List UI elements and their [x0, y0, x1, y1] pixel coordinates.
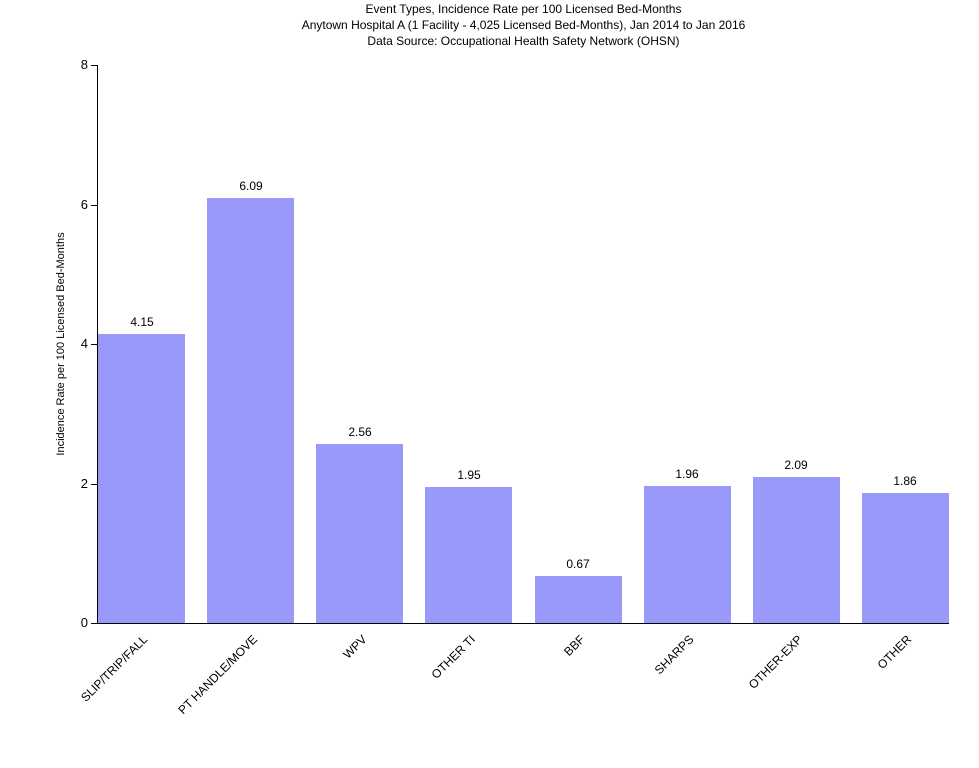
- bar-value-label: 2.09: [784, 458, 808, 472]
- x-axis-category-label: OTHER-EXP: [745, 632, 806, 692]
- bar-value-label: 6.09: [239, 179, 263, 193]
- y-axis-tick-label: 8: [80, 57, 88, 72]
- y-axis-tick-mark: [91, 65, 98, 66]
- chart-title-block: Event Types, Incidence Rate per 100 Lice…: [98, 1, 949, 49]
- y-axis-tick-mark: [91, 623, 98, 624]
- bar-other: [862, 493, 949, 623]
- bar-value-label: 0.67: [566, 557, 590, 571]
- bar-value-label: 4.15: [130, 315, 154, 329]
- bar-pt-handle-move: [207, 198, 294, 623]
- bar-other-ti: [425, 487, 512, 623]
- x-axis-category-label: SLIP/TRIP/FALL: [78, 632, 151, 705]
- x-axis-category-label: WPV: [339, 632, 370, 662]
- x-axis-category-label: OTHER: [874, 632, 915, 672]
- y-axis-tick-label: 6: [80, 197, 88, 212]
- bar-value-label: 1.95: [457, 468, 481, 482]
- y-axis-tick-mark: [91, 484, 98, 485]
- bar-wpv: [316, 444, 403, 623]
- chart-data-source: Data Source: Occupational Health Safety …: [367, 34, 680, 48]
- bar-bbf: [535, 576, 622, 623]
- y-axis-tick-label: 2: [80, 476, 88, 491]
- chart-subtitle: Anytown Hospital A (1 Facility - 4,025 L…: [301, 18, 746, 32]
- y-axis-tick-label: 0: [80, 615, 88, 630]
- bar-value-label: 2.56: [348, 425, 372, 439]
- x-axis-category-label: OTHER TI: [428, 632, 479, 682]
- bar-slip-trip-fall: [98, 334, 185, 623]
- bar-other-exp: [753, 477, 840, 623]
- y-axis-tick-mark: [91, 344, 98, 345]
- x-axis-category-label: BBF: [560, 632, 588, 659]
- chart-title: Event Types, Incidence Rate per 100 Lice…: [365, 2, 682, 16]
- y-axis-tick-mark: [91, 205, 98, 206]
- x-axis-category-label: SHARPS: [651, 632, 697, 678]
- x-axis-line: [97, 623, 949, 624]
- bar-value-label: 1.96: [675, 467, 699, 481]
- x-axis-category-label: PT HANDLE/MOVE: [175, 632, 261, 718]
- y-axis-tick-label: 4: [80, 336, 88, 351]
- bar-value-label: 1.86: [893, 474, 917, 488]
- bar-sharps: [644, 486, 731, 623]
